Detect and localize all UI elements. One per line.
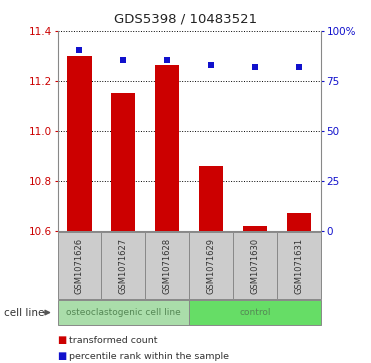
Bar	[68, 56, 92, 231]
Text: control: control	[239, 308, 271, 317]
Text: GSM1071627: GSM1071627	[119, 238, 128, 294]
Text: ■: ■	[58, 335, 67, 346]
Bar	[155, 65, 179, 231]
Bar	[233, 232, 277, 299]
Point	[76, 47, 82, 53]
Point	[121, 57, 127, 62]
Text: GSM1071631: GSM1071631	[295, 238, 303, 294]
Bar	[277, 232, 321, 299]
Bar	[145, 232, 189, 299]
Text: GSM1071626: GSM1071626	[75, 238, 84, 294]
Bar	[58, 232, 101, 299]
Point	[296, 64, 302, 70]
Text: percentile rank within the sample: percentile rank within the sample	[69, 352, 229, 361]
Text: GSM1071630: GSM1071630	[250, 238, 260, 294]
Bar	[189, 232, 233, 299]
Text: transformed count: transformed count	[69, 336, 157, 345]
Text: GDS5398 / 10483521: GDS5398 / 10483521	[114, 13, 257, 26]
Bar	[287, 213, 311, 231]
Bar	[189, 300, 321, 325]
Point	[252, 64, 258, 70]
Text: GSM1071629: GSM1071629	[207, 238, 216, 294]
Bar	[199, 166, 223, 231]
Point	[164, 57, 170, 62]
Bar	[58, 300, 189, 325]
Text: cell line: cell line	[4, 307, 44, 318]
Bar	[243, 225, 267, 231]
Text: ■: ■	[58, 351, 67, 362]
Bar	[101, 232, 145, 299]
Bar	[111, 93, 135, 231]
Point	[208, 62, 214, 68]
Text: GSM1071628: GSM1071628	[163, 238, 172, 294]
Text: osteoclastogenic cell line: osteoclastogenic cell line	[66, 308, 181, 317]
